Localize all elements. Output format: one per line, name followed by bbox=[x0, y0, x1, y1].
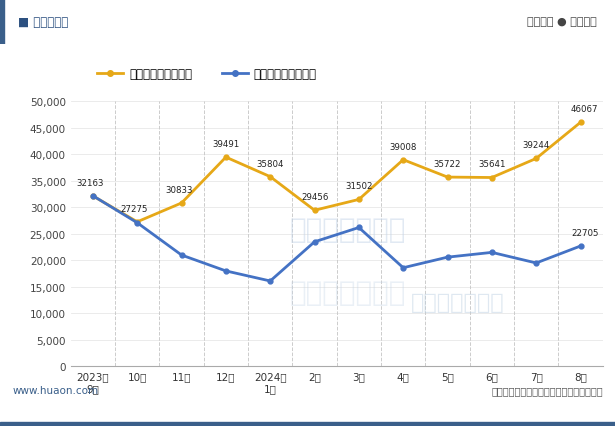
Text: 35804: 35804 bbox=[256, 159, 284, 168]
Text: 华经产业研究院: 华经产业研究院 bbox=[289, 279, 405, 306]
Text: 29456: 29456 bbox=[301, 193, 328, 201]
Text: 30833: 30833 bbox=[165, 185, 192, 194]
Text: 2023-2024年马鞍山市(境内目的地/货源地)进、出口额: 2023-2024年马鞍山市(境内目的地/货源地)进、出口额 bbox=[157, 59, 458, 77]
Text: 35641: 35641 bbox=[478, 160, 506, 169]
Text: 华经产业研究院: 华经产业研究院 bbox=[411, 293, 505, 312]
Text: 39008: 39008 bbox=[389, 142, 417, 151]
Text: 31502: 31502 bbox=[345, 182, 373, 191]
Text: 39491: 39491 bbox=[212, 140, 239, 149]
Text: 35722: 35722 bbox=[434, 160, 461, 169]
Text: 数据来源：中国海关，华经产业研究院整理: 数据来源：中国海关，华经产业研究院整理 bbox=[491, 385, 603, 395]
Text: ■ 华经情报网: ■ 华经情报网 bbox=[18, 16, 69, 29]
Text: 46067: 46067 bbox=[571, 105, 598, 114]
Legend: 出口总额（万美元）, 进口总额（万美元）: 出口总额（万美元）, 进口总额（万美元） bbox=[93, 63, 321, 86]
Bar bbox=[0, 0, 4, 45]
Text: 22705: 22705 bbox=[571, 228, 598, 237]
Text: 32163: 32163 bbox=[76, 178, 104, 187]
Text: 华经产业研究院: 华经产业研究院 bbox=[289, 215, 405, 243]
Text: www.huaon.com: www.huaon.com bbox=[12, 385, 98, 395]
Bar bbox=[0, 422, 615, 426]
Text: 专业严谨 ● 客观科学: 专业严谨 ● 客观科学 bbox=[527, 17, 597, 27]
Text: 27275: 27275 bbox=[121, 204, 148, 213]
Text: 39244: 39244 bbox=[523, 141, 550, 150]
